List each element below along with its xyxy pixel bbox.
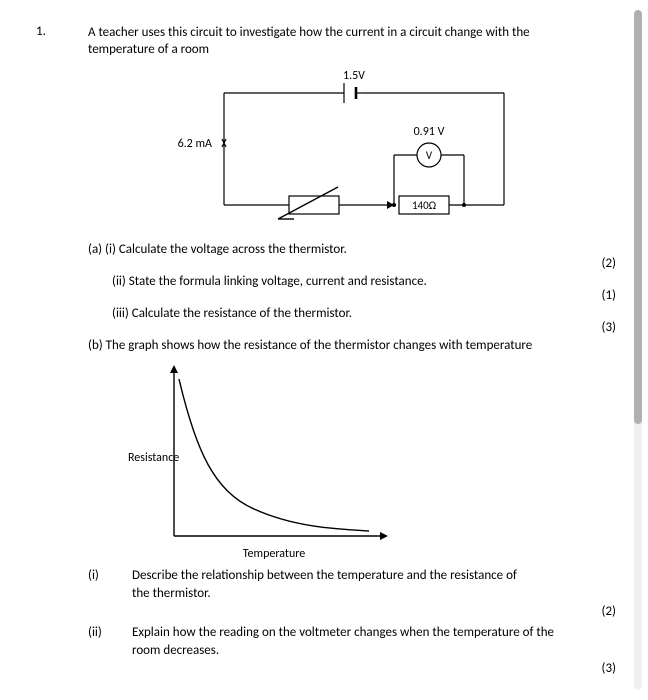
part-b-intro-text: (b) The graph shows how the resistance o…: [88, 338, 532, 353]
stem-line-2: temperature of a room: [88, 42, 612, 57]
stem-line-1: A teacher uses this circuit to investiga…: [88, 24, 612, 42]
mark-a-iii: (3): [602, 319, 616, 337]
part-a-iii-text: (iii) Calculate the resistance of the th…: [112, 306, 352, 321]
b-i-text-l2: the thermistor.: [132, 586, 211, 601]
resistor-label: 140Ω: [412, 199, 436, 212]
b-ii-text-l1: Explain how the reading on the voltmeter…: [132, 625, 554, 640]
b-i-label: (i): [88, 567, 132, 603]
b-subparts: (i) Describe the relationship between th…: [88, 567, 612, 660]
circuit-diagram: 1.5V 6.2 mA 140Ω: [104, 65, 584, 235]
part-b-ii: (ii) Explain how the reading on the volt…: [88, 624, 612, 660]
b-ii-label: (ii): [88, 624, 132, 660]
b-ii-text: Explain how the reading on the voltmeter…: [132, 624, 572, 660]
y-axis-label: Resistance: [128, 451, 179, 465]
part-a-iii: (1) (iii) Calculate the resistance of th…: [112, 305, 612, 323]
question-number: 1.: [36, 24, 46, 39]
mark-b-i: (2): [602, 603, 616, 621]
resistance-temperature-graph: Resistance Temperature: [124, 361, 464, 561]
page: 1. A teacher uses this circuit to invest…: [0, 0, 648, 700]
x-axis-label: Temperature: [243, 547, 306, 561]
ammeter-label: 6.2 mA: [178, 137, 212, 151]
mark-a-ii: (1): [602, 287, 616, 305]
mark-b-ii: (3): [602, 660, 616, 678]
parts-container: (a) (i) Calculate the voltage across the…: [88, 241, 612, 356]
voltmeter-symbol: V: [426, 149, 433, 162]
voltmeter-label: 0.91 V: [414, 125, 445, 139]
part-a-ii-text: (ii) State the formula linking voltage, …: [112, 274, 427, 289]
scrollbar-thumb[interactable]: [634, 10, 642, 424]
part-a-i-text: (a) (i) Calculate the voltage across the…: [88, 242, 347, 257]
part-b-intro: (3) (b) The graph shows how the resistan…: [88, 337, 612, 355]
b-ii-text-l2: room decreases.: [132, 643, 219, 658]
part-a-i: (a) (i) Calculate the voltage across the…: [88, 241, 612, 259]
part-a-ii: (2) (ii) State the formula linking volta…: [112, 273, 612, 291]
part-b-i: (i) Describe the relationship between th…: [88, 567, 612, 603]
b-i-text: Describe the relationship between the te…: [132, 567, 572, 603]
b-i-text-l1: Describe the relationship between the te…: [132, 568, 517, 583]
mark-a-i: (2): [602, 255, 616, 273]
battery-label: 1.5V: [343, 69, 365, 83]
